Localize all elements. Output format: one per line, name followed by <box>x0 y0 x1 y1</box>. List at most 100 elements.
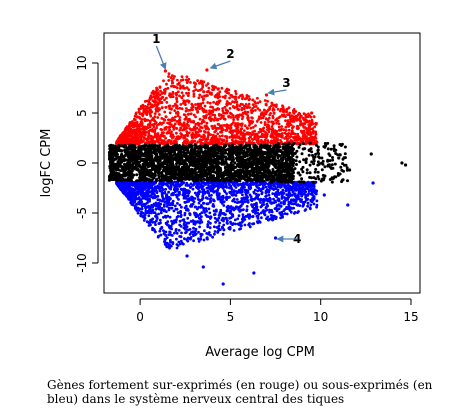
point-down <box>287 189 291 193</box>
point-down <box>174 228 178 231</box>
point-up <box>245 95 249 99</box>
point-down <box>231 193 234 197</box>
point-down <box>186 216 190 220</box>
plot-frame <box>103 32 421 294</box>
point-down <box>298 191 302 195</box>
point-up <box>205 94 209 97</box>
point-up <box>164 87 168 91</box>
point-up <box>301 132 305 135</box>
point-down <box>267 190 271 194</box>
point-down <box>167 208 171 212</box>
point-up <box>251 130 255 134</box>
point-down <box>279 201 283 205</box>
point-down <box>309 186 313 190</box>
point-up <box>234 97 238 101</box>
point-up <box>194 122 198 126</box>
point-down <box>206 189 210 193</box>
point-up <box>164 136 168 140</box>
point-down <box>282 183 285 187</box>
point-down <box>207 220 210 224</box>
point-up <box>137 130 140 134</box>
point-up <box>264 112 268 116</box>
point-up <box>129 131 133 135</box>
point-down <box>274 200 277 204</box>
point-down <box>309 192 313 196</box>
point-down <box>240 197 244 200</box>
point-up <box>307 131 310 134</box>
point-up <box>229 102 232 106</box>
point-up <box>225 125 228 128</box>
point-up <box>180 96 184 100</box>
point-down <box>154 223 157 227</box>
point-up <box>197 104 201 108</box>
point-down <box>264 191 268 195</box>
point-up <box>129 127 133 131</box>
point-up <box>315 122 318 125</box>
point-down <box>178 192 182 196</box>
point-down <box>188 190 191 194</box>
point-down <box>220 218 224 222</box>
point-up <box>169 142 173 146</box>
point-down <box>221 232 225 236</box>
point-up <box>153 112 157 115</box>
point-down <box>206 215 210 219</box>
point-up <box>128 140 131 143</box>
point-up <box>176 107 180 110</box>
point-up <box>277 134 281 138</box>
point-up <box>255 120 259 123</box>
point-up <box>292 115 295 119</box>
point-down <box>277 199 280 203</box>
point-down <box>126 187 129 191</box>
point-down <box>276 188 280 192</box>
point-down <box>270 201 274 205</box>
point-down <box>217 213 221 217</box>
point-up <box>150 135 154 139</box>
point-up <box>204 114 208 118</box>
point-up <box>259 113 263 117</box>
point-up <box>202 80 206 84</box>
point-up <box>225 137 229 140</box>
point-up <box>163 98 166 102</box>
point-down <box>141 211 145 215</box>
point-up <box>179 103 183 106</box>
point-up <box>277 122 281 126</box>
point-down <box>212 190 216 194</box>
point-up <box>153 100 156 104</box>
point-up <box>174 102 177 106</box>
point-down <box>222 189 226 193</box>
point-up <box>168 121 172 125</box>
point-up <box>302 135 306 139</box>
point-down <box>243 200 247 204</box>
point-up <box>225 129 229 132</box>
point-down <box>224 182 228 185</box>
point-up <box>173 109 177 112</box>
point-down <box>289 186 293 190</box>
point-down <box>147 190 150 194</box>
point-down <box>168 246 171 250</box>
point-up <box>154 139 158 143</box>
point-down <box>296 203 300 207</box>
point-up <box>279 109 282 113</box>
point-up <box>216 137 219 141</box>
point-up <box>203 124 207 128</box>
point-up <box>148 98 152 101</box>
point-up <box>250 137 254 141</box>
point-down <box>165 194 168 198</box>
point-down <box>269 214 273 217</box>
point-down <box>245 205 249 208</box>
point-down <box>208 200 212 204</box>
point-up <box>163 118 167 122</box>
point-down <box>234 205 238 209</box>
point-up <box>212 100 216 104</box>
point-down <box>271 192 275 196</box>
point-up <box>122 139 125 143</box>
point-down <box>170 206 173 210</box>
point-up <box>162 79 165 83</box>
point-down <box>283 200 286 204</box>
point-up <box>196 102 200 106</box>
point-down <box>191 187 195 191</box>
point-down <box>212 199 216 203</box>
point-up <box>171 116 175 120</box>
point-down <box>232 229 236 232</box>
point-up <box>198 93 202 97</box>
